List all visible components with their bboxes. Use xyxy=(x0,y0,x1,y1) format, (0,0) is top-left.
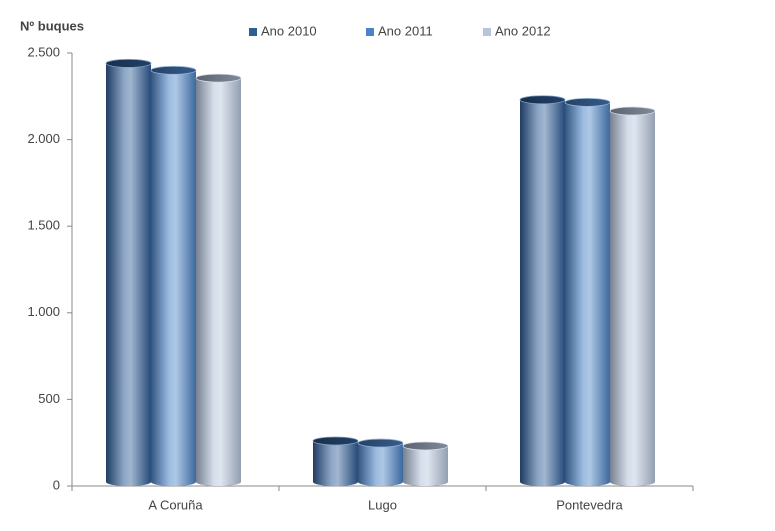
bar xyxy=(403,445,448,486)
bar-top xyxy=(105,58,152,68)
x-tick-label: Pontevedra xyxy=(556,497,623,512)
y-tick-label: 2.000 xyxy=(27,131,60,146)
bar-top xyxy=(402,441,449,451)
bar xyxy=(106,63,151,486)
y-tick-label: 1.500 xyxy=(27,218,60,233)
x-tick-label: Lugo xyxy=(368,497,397,512)
bar-top xyxy=(312,436,359,446)
bar-top xyxy=(519,95,566,105)
legend-swatch xyxy=(249,28,257,36)
bar xyxy=(610,111,655,486)
bar-top xyxy=(357,438,404,448)
legend-label: Ano 2011 xyxy=(378,23,433,38)
bar xyxy=(358,443,403,486)
x-tick-label: A Coruña xyxy=(148,497,203,512)
legend-swatch xyxy=(483,28,491,36)
bar xyxy=(313,440,358,486)
legend-label: Ano 2012 xyxy=(495,23,551,38)
bar-top xyxy=(150,65,197,75)
y-tick-label: 2.500 xyxy=(27,44,60,59)
bar xyxy=(196,78,241,486)
bar xyxy=(520,99,565,486)
bar-top xyxy=(564,97,611,107)
bar xyxy=(151,70,196,486)
legend-swatch xyxy=(366,28,374,36)
bar-top xyxy=(195,73,242,83)
y-tick-label: 1.000 xyxy=(27,304,60,319)
legend-label: Ano 2010 xyxy=(261,23,317,38)
y-axis-title: Nº buques xyxy=(20,18,84,33)
bar xyxy=(565,102,610,486)
y-tick-label: 0 xyxy=(53,477,60,492)
bar-top xyxy=(609,106,656,116)
y-tick-label: 500 xyxy=(38,391,60,406)
